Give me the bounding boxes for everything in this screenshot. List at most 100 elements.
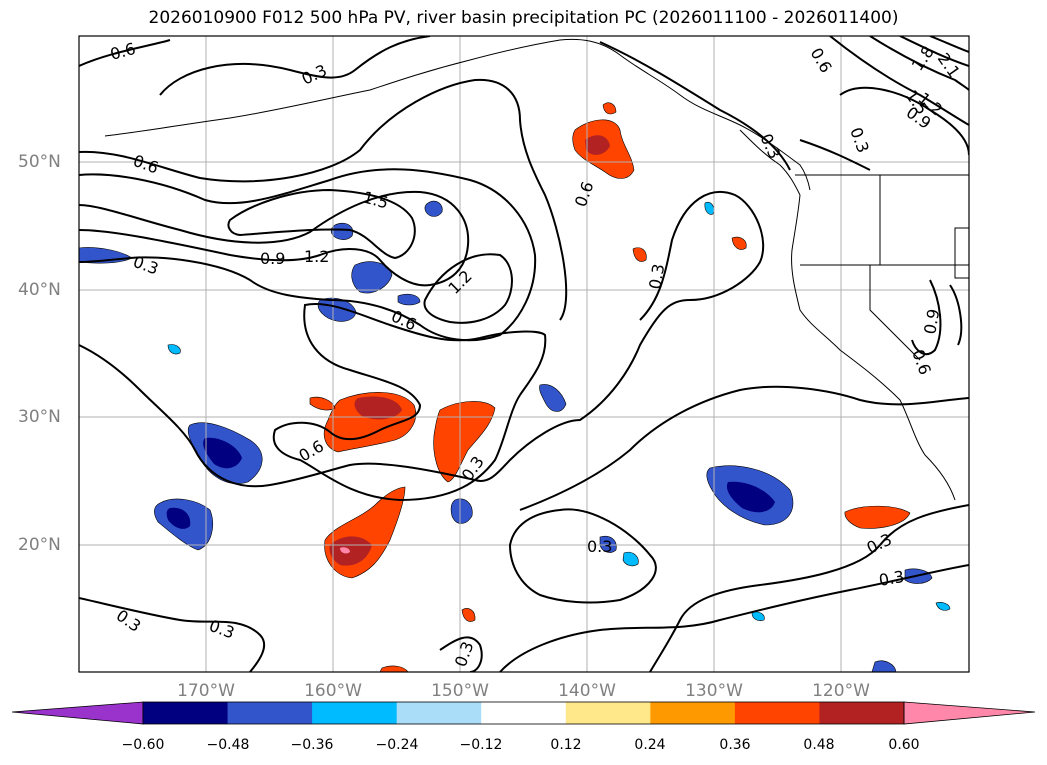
contour-03-lower [499, 564, 969, 672]
lat-label-20n: 20°N [18, 535, 61, 555]
pos-area-4-peak [340, 547, 350, 554]
contour-15 [227, 188, 416, 260]
colorbar-segment [396, 702, 482, 724]
map-title: 2026010900 F012 500 hPa PV, river basin … [148, 8, 899, 28]
colorbar-segment [650, 702, 736, 724]
colorbar-segments [143, 702, 905, 724]
contour-03-southwest [79, 191, 765, 488]
contour-outer-jet [79, 168, 537, 342]
colorbar-tick: −0.12 [459, 737, 503, 753]
contour-03-east [649, 504, 969, 672]
neg-area-14 [622, 551, 639, 567]
graticule [79, 36, 969, 672]
contour-15-ne [929, 36, 969, 53]
map-background [79, 36, 969, 672]
pos-area-7 [844, 505, 911, 529]
neg-area-13 [599, 535, 617, 553]
lat-label-50n: 50°N [18, 152, 61, 172]
contour-03-ne-loop [839, 86, 969, 156]
contour-06-ne-east [911, 279, 942, 356]
bc-coast [739, 129, 801, 196]
neg-area-17 [751, 611, 765, 621]
neg-area-19 [935, 602, 951, 611]
neg-area-2-core [166, 507, 191, 529]
lon-label-150w: 150°W [431, 681, 489, 701]
colorbar-tick: 0.36 [719, 737, 751, 753]
colorbar-frame [142, 701, 905, 725]
lon-label-160w: 160°W [304, 681, 362, 701]
lon-label-130w: 130°W [685, 681, 743, 701]
contour-03-ring-south [508, 508, 657, 604]
colorbar-tick: 0.60 [888, 737, 920, 753]
map-plot: 0.6 0.3 0.6 0.3 0.6 0.3 2.1 1.8 1.5 1.2 … [78, 35, 970, 673]
pos-area-8 [632, 247, 647, 262]
neg-area-18 [871, 660, 897, 672]
us-west-coast [791, 194, 956, 501]
contour-06-north [79, 39, 171, 67]
neg-area-1-core [203, 437, 242, 469]
contour-12-ne [899, 36, 969, 67]
neg-area-9 [539, 384, 567, 412]
contour-12-loop [423, 253, 513, 324]
colorbar-segment [143, 702, 229, 724]
colorbar-tick: −0.24 [375, 737, 419, 753]
colorbar-segment [565, 702, 651, 724]
pos-area-3 [433, 401, 496, 483]
lon-label-140w: 140°W [558, 681, 616, 701]
colorbar-tick: −0.60 [121, 737, 165, 753]
neg-area-16 [704, 201, 715, 215]
lon-label-120w: 120°W [812, 681, 870, 701]
pos-area-5-core [585, 135, 610, 155]
colorbar [11, 701, 1036, 725]
lon-label-170w: 170°W [177, 681, 235, 701]
contour-label: 0.3 [587, 537, 612, 556]
pos-area-4-core [329, 536, 372, 566]
pos-area-6 [602, 102, 617, 115]
contour-03-north [159, 36, 431, 96]
pos-area-9 [731, 236, 747, 250]
precip-shading [79, 102, 951, 672]
colorbar-tick: 0.48 [803, 737, 835, 753]
contour-label: 1.2 [304, 247, 329, 266]
contour-label: 0.3 [645, 262, 668, 290]
contour-03-south-band [79, 597, 266, 672]
pv-contours [79, 36, 969, 672]
colorbar-segment [819, 702, 905, 724]
contour-09-ne [869, 36, 969, 91]
coastlines [104, 38, 969, 501]
pos-area-1-core [354, 396, 402, 420]
contour-label: 0.3 [877, 567, 905, 590]
colorbar-tick: −0.36 [290, 737, 334, 753]
neg-area-3-core [726, 481, 775, 513]
pos-area-11 [379, 665, 409, 672]
contour-09-east [949, 284, 963, 346]
neg-area-7 [424, 200, 443, 217]
colorbar-segment [312, 702, 398, 724]
contour-label: 0.9 [920, 307, 943, 335]
colorbar-tick: 0.24 [634, 737, 666, 753]
lat-label-40n: 40°N [18, 280, 61, 300]
colorbar-extend-high [903, 701, 1036, 725]
neg-area-10 [450, 498, 473, 524]
colorbar-extend-low [11, 701, 144, 725]
contour-03-nw-coast [799, 139, 871, 171]
neg-area-8 [397, 293, 421, 306]
pos-area-2 [309, 396, 336, 411]
contour-06-ne [829, 36, 969, 126]
colorbar-tick: 0.12 [550, 737, 582, 753]
contour-03-diag [519, 385, 969, 511]
lat-label-30n: 30°N [18, 407, 61, 427]
pos-area-10 [461, 608, 476, 622]
contour-03-se [599, 41, 791, 171]
us-state-borders [800, 175, 969, 361]
map-frame [78, 35, 970, 673]
colorbar-tick: −0.48 [206, 737, 250, 753]
colorbar-segment [227, 702, 313, 724]
colorbar-segment [734, 702, 820, 724]
colorbar-segment [481, 702, 567, 724]
contour-label: 0.9 [260, 249, 285, 268]
contour-03-sw-loop [439, 636, 483, 672]
contour-06-south [272, 303, 547, 502]
alaska-coast [104, 38, 811, 191]
contour-06-mid [79, 78, 568, 321]
